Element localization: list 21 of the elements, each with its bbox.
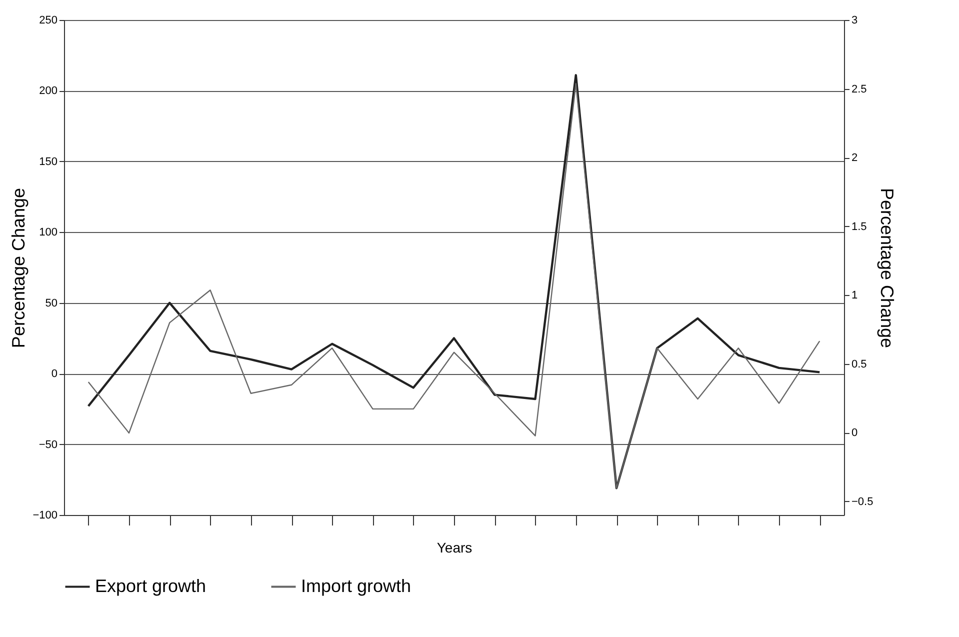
- y-tick-label: 50: [45, 297, 58, 310]
- y2-tick-label: 2: [852, 152, 858, 164]
- y2-tick-label: 0.5: [852, 358, 867, 370]
- y-tick-label: 100: [39, 226, 58, 239]
- y2-tick-label: 2.5: [852, 83, 867, 96]
- x-axis-title: Years: [436, 540, 472, 556]
- y2-tick-label: 1.5: [852, 220, 867, 233]
- y2-tick-label: 3: [852, 14, 858, 26]
- y2-tick-label: 0: [852, 427, 858, 439]
- legend-label: Import growth: [301, 576, 412, 596]
- y2-tick-label: 1: [852, 290, 858, 302]
- y-tick-label: −50: [38, 438, 58, 451]
- y-tick-label: 250: [39, 14, 58, 26]
- y2-axis-title: Percentage Change: [877, 188, 898, 348]
- legend-label: Export growth: [95, 576, 206, 596]
- y-tick-label: 0: [51, 368, 58, 380]
- y2-tick-label: −0.5: [852, 496, 874, 508]
- y-tick-label: −100: [32, 510, 58, 522]
- y-axis-title: Percentage Change: [8, 188, 29, 348]
- y-tick-label: 150: [39, 156, 58, 168]
- y-tick-label: 200: [39, 85, 58, 98]
